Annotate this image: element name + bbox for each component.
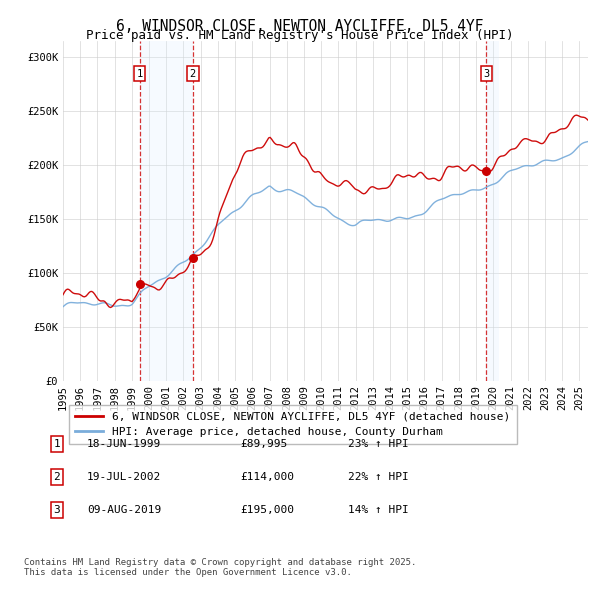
Text: 2: 2 (190, 68, 196, 78)
Text: 14% ↑ HPI: 14% ↑ HPI (348, 505, 409, 514)
Text: £89,995: £89,995 (240, 439, 287, 448)
Text: £114,000: £114,000 (240, 472, 294, 481)
Legend: 6, WINDSOR CLOSE, NEWTON AYCLIFFE, DL5 4YF (detached house), HPI: Average price,: 6, WINDSOR CLOSE, NEWTON AYCLIFFE, DL5 4… (68, 405, 517, 444)
Text: 22% ↑ HPI: 22% ↑ HPI (348, 472, 409, 481)
Text: 09-AUG-2019: 09-AUG-2019 (87, 505, 161, 514)
Text: 1: 1 (53, 439, 61, 448)
Text: 3: 3 (53, 505, 61, 514)
Text: 6, WINDSOR CLOSE, NEWTON AYCLIFFE, DL5 4YF: 6, WINDSOR CLOSE, NEWTON AYCLIFFE, DL5 4… (116, 19, 484, 34)
Text: Price paid vs. HM Land Registry's House Price Index (HPI): Price paid vs. HM Land Registry's House … (86, 30, 514, 42)
Text: Contains HM Land Registry data © Crown copyright and database right 2025.
This d: Contains HM Land Registry data © Crown c… (24, 558, 416, 577)
Text: 3: 3 (484, 68, 490, 78)
Text: 19-JUL-2002: 19-JUL-2002 (87, 472, 161, 481)
Text: 18-JUN-1999: 18-JUN-1999 (87, 439, 161, 448)
Text: £195,000: £195,000 (240, 505, 294, 514)
Bar (140, 41, 193, 381)
Text: 1: 1 (137, 68, 143, 78)
Bar (487, 41, 499, 381)
Text: 2: 2 (53, 472, 61, 481)
Text: 23% ↑ HPI: 23% ↑ HPI (348, 439, 409, 448)
